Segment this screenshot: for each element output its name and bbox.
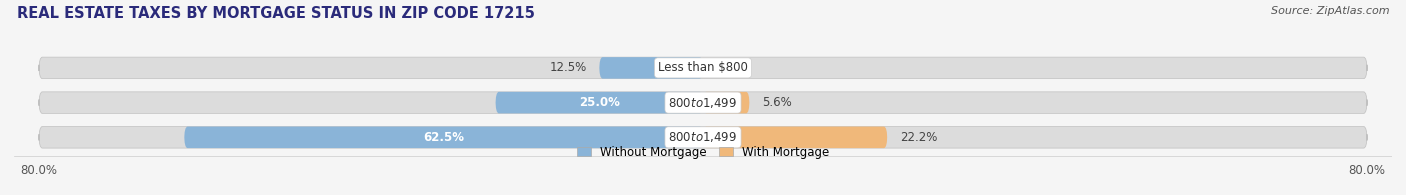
Text: 12.5%: 12.5% [550, 61, 586, 74]
Text: $800 to $1,499: $800 to $1,499 [668, 96, 738, 110]
FancyBboxPatch shape [599, 57, 703, 79]
FancyBboxPatch shape [495, 92, 703, 113]
Text: 62.5%: 62.5% [423, 131, 464, 144]
Text: Source: ZipAtlas.com: Source: ZipAtlas.com [1271, 6, 1389, 16]
Text: 25.0%: 25.0% [579, 96, 620, 109]
FancyBboxPatch shape [39, 127, 1367, 148]
Legend: Without Mortgage, With Mortgage: Without Mortgage, With Mortgage [572, 141, 834, 163]
Text: Less than $800: Less than $800 [658, 61, 748, 74]
Text: 5.6%: 5.6% [762, 96, 792, 109]
Text: REAL ESTATE TAXES BY MORTGAGE STATUS IN ZIP CODE 17215: REAL ESTATE TAXES BY MORTGAGE STATUS IN … [17, 6, 534, 21]
Text: 0.0%: 0.0% [716, 61, 745, 74]
Text: 22.2%: 22.2% [900, 131, 936, 144]
FancyBboxPatch shape [703, 127, 887, 148]
Text: $800 to $1,499: $800 to $1,499 [668, 130, 738, 144]
FancyBboxPatch shape [39, 92, 1367, 113]
FancyBboxPatch shape [703, 92, 749, 113]
FancyBboxPatch shape [184, 127, 703, 148]
FancyBboxPatch shape [39, 57, 1367, 79]
